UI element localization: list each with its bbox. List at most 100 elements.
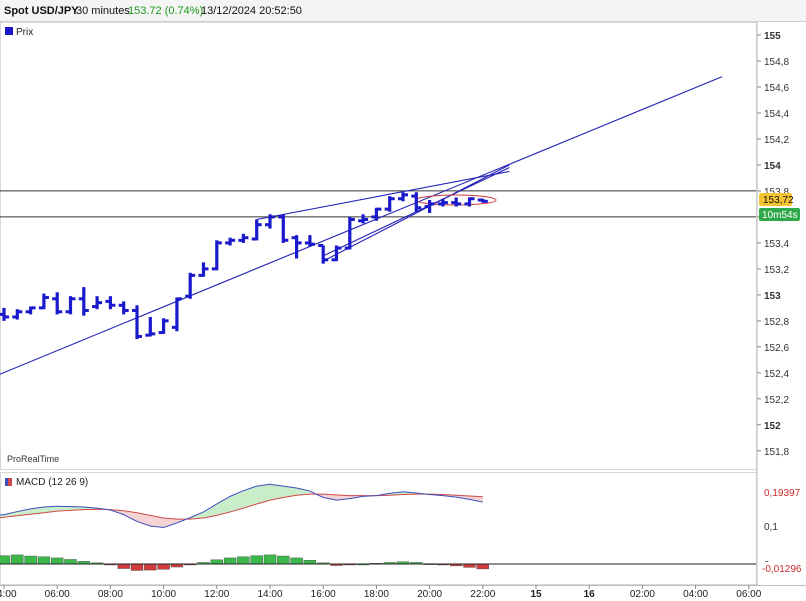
macd-fill-segment: [137, 512, 151, 526]
symbol-name[interactable]: Spot USD/JPY: [4, 5, 79, 17]
macd-fill-segment: [283, 486, 297, 498]
ohlc-bar[interactable]: [265, 214, 275, 229]
macd-histogram-bar[interactable]: [210, 559, 224, 565]
ohlc-bar[interactable]: [65, 296, 76, 315]
ohlc-bar[interactable]: [38, 293, 49, 310]
macd-fill-segment: [230, 490, 244, 512]
timer-badge: [759, 208, 800, 221]
ohlc-bar[interactable]: [145, 316, 156, 337]
macd-histogram-bar[interactable]: [476, 563, 489, 570]
ohlc-bar[interactable]: [25, 306, 36, 315]
macd-histogram-bar[interactable]: [250, 555, 263, 565]
ohlc-bar[interactable]: [477, 198, 488, 203]
price-tick-label: 154: [764, 161, 781, 172]
macd-histogram-bar[interactable]: [263, 554, 277, 565]
macd-lines: [0, 483, 483, 529]
macd-histogram-bar[interactable]: [64, 559, 77, 565]
time-tick-label: 15: [530, 589, 542, 600]
macd-legend-swatch-2: [8, 478, 12, 486]
ohlc-bar[interactable]: [318, 244, 329, 264]
current-price-badge: [759, 193, 792, 206]
ohlc-bar[interactable]: [398, 192, 408, 202]
watermark: ProRealTime: [7, 454, 59, 464]
macd-histogram-bar[interactable]: [237, 556, 250, 565]
price-bars: [0, 192, 488, 340]
macd-panel[interactable]: [0, 472, 757, 585]
macd-histogram-bar[interactable]: [0, 555, 11, 565]
ohlc-bar[interactable]: [238, 233, 249, 243]
ohlc-bar[interactable]: [185, 272, 196, 299]
macd-legend[interactable]: MACD (12 26 9): [16, 477, 88, 488]
ohlc-bar[interactable]: [304, 235, 315, 247]
macd-histogram-bar[interactable]: [24, 555, 37, 565]
last-price: 153.72: [128, 5, 162, 17]
macd-histogram-bar[interactable]: [157, 563, 170, 570]
ohlc-bar[interactable]: [198, 262, 209, 277]
ohlc-bar[interactable]: [225, 237, 236, 246]
ohlc-bar[interactable]: [384, 196, 395, 212]
macd-histogram-bar[interactable]: [51, 557, 64, 565]
ohlc-bar[interactable]: [78, 287, 89, 316]
ohlc-bar[interactable]: [437, 198, 448, 207]
time-tick-label: 10:00: [151, 589, 176, 600]
price-tick-label: 152,2: [764, 395, 789, 406]
ohlc-bar[interactable]: [251, 219, 262, 241]
macd-histogram-bar[interactable]: [303, 560, 317, 565]
ohlc-bar[interactable]: [331, 245, 342, 262]
price-tick-label: 153,8: [764, 187, 789, 198]
trend-line[interactable]: [256, 170, 510, 221]
ohlc-bar[interactable]: [358, 214, 369, 224]
macd-histogram-bar[interactable]: [463, 563, 476, 568]
current-price-label: 153,72: [763, 195, 794, 206]
ohlc-bar[interactable]: [278, 214, 289, 243]
macd-histogram-bar[interactable]: [37, 556, 51, 565]
signal-line[interactable]: [0, 493, 483, 520]
ohlc-bar[interactable]: [105, 296, 116, 310]
macd-histogram-bar[interactable]: [223, 557, 237, 565]
legend-prix[interactable]: Prix: [16, 27, 33, 38]
ohlc-bar[interactable]: [344, 216, 355, 250]
price-axis[interactable]: 151,8 152 152,2 152,4 152,6 152,8 153 153,2 153,…: [757, 31, 789, 458]
ohlc-bar[interactable]: [12, 309, 23, 320]
macd-fill-segment: [243, 486, 257, 509]
ohlc-bar[interactable]: [118, 301, 129, 315]
ohlc-bar[interactable]: [411, 192, 422, 212]
ohlc-bar[interactable]: [52, 292, 63, 315]
macd-fill-segment: [469, 495, 483, 503]
ohlc-bar[interactable]: [158, 318, 169, 335]
hist-value-label: -0,01296: [762, 564, 802, 575]
macd-histogram-bar[interactable]: [290, 557, 303, 565]
trend-line[interactable]: [322, 164, 510, 262]
ohlc-bar[interactable]: [171, 297, 182, 332]
macd-histogram-bar[interactable]: [277, 555, 290, 565]
price-panel[interactable]: [0, 22, 757, 470]
macd-tick-label: 0,1: [764, 522, 778, 533]
ohlc-bar[interactable]: [211, 240, 222, 271]
macd-fill-segment: [57, 506, 71, 512]
ohlc-bar[interactable]: [424, 200, 435, 214]
trend-line[interactable]: [0, 76, 723, 378]
macd-histogram-bar[interactable]: [11, 554, 24, 565]
time-tick-label: 14:00: [257, 589, 282, 600]
macd-histogram-bar[interactable]: [130, 563, 144, 571]
ohlc-bar[interactable]: [291, 235, 302, 259]
ohlc-bar[interactable]: [464, 197, 475, 207]
ohlc-bar[interactable]: [92, 296, 103, 310]
ohlc-bar[interactable]: [451, 197, 462, 207]
ohlc-bar[interactable]: [132, 305, 142, 340]
price-tick-label: 154,4: [764, 109, 789, 120]
ohlc-bar[interactable]: [371, 207, 382, 221]
macd-fill-segment: [150, 515, 164, 528]
ohlc-bar[interactable]: [0, 307, 9, 321]
time-tick-label: 16:00: [311, 589, 336, 600]
timeframe-label[interactable]: 30 minutes: [76, 5, 130, 17]
macd-histogram-bar[interactable]: [144, 563, 157, 571]
time-tick-label: 22:00: [470, 589, 495, 600]
macd-line[interactable]: [0, 483, 483, 529]
time-axis[interactable]: 04:00 06:00 08:00 10:00 12:00 14:00 16:00 18:00…: [0, 585, 762, 600]
macd-fill-segment: [323, 494, 337, 501]
price-tick-label: 151,8: [764, 447, 789, 458]
macd-histogram-bar[interactable]: [117, 563, 130, 569]
price-tick-label: 152,6: [764, 343, 789, 354]
